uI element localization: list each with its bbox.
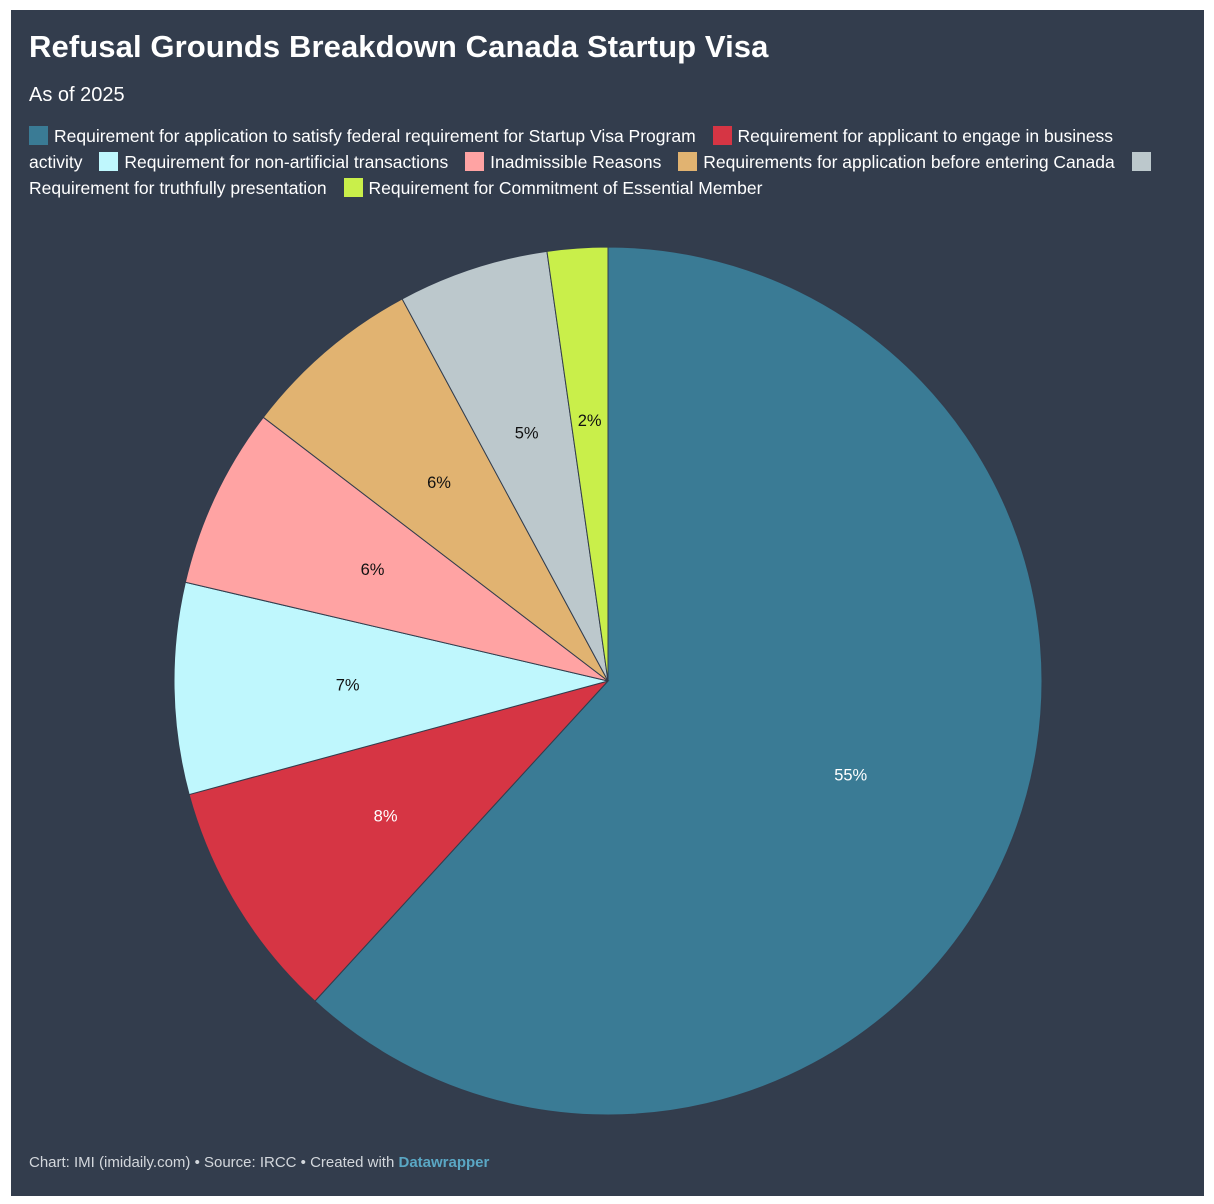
pie-slices xyxy=(173,246,1043,1116)
slice-value-label: 2% xyxy=(578,412,602,430)
chart-title: Refusal Grounds Breakdown Canada Startup… xyxy=(29,29,769,64)
slice-value-label: 6% xyxy=(361,561,385,579)
legend-item: Requirements for application before ente… xyxy=(678,152,1115,172)
pie-slice[interactable] xyxy=(314,246,1043,1116)
pie-slice[interactable] xyxy=(184,416,609,682)
datawrapper-link[interactable]: Datawrapper xyxy=(398,1154,490,1171)
pie-slice[interactable] xyxy=(173,581,609,796)
legend-swatch xyxy=(343,178,363,197)
legend-item: Inadmissible Reasons xyxy=(465,152,661,172)
pie-slice[interactable] xyxy=(188,680,610,1002)
legend-label: Requirement for truthfully presentation xyxy=(29,178,327,198)
legend-label: Requirement for applicant to engage in b… xyxy=(29,126,1114,172)
pie-labels: 55% 8% 7% 6% 6% 5% 2% xyxy=(336,412,868,825)
chart-frame: Refusal Grounds Breakdown Canada Startup… xyxy=(11,10,1204,1196)
legend-item: Requirement for applicant to engage in b… xyxy=(29,126,1113,172)
legend-label: Inadmissible Reasons xyxy=(490,152,662,172)
chart-legend: Requirement for application to satisfy f… xyxy=(29,123,1159,201)
legend-swatch xyxy=(712,126,732,145)
legend-label: Requirement for Commitment of Essential … xyxy=(368,178,763,198)
legend-swatch xyxy=(1131,152,1151,171)
slice-value-label: 5% xyxy=(515,425,539,443)
legend-label: Requirement for application to satisfy f… xyxy=(54,126,696,146)
slice-value-label: 8% xyxy=(374,807,398,825)
pie-slice[interactable] xyxy=(546,246,609,682)
slice-value-label: 6% xyxy=(427,474,451,492)
legend-label: Requirement for non-artificial transacti… xyxy=(124,152,449,172)
chart-subtitle: As of 2025 xyxy=(29,84,125,106)
legend-swatch xyxy=(29,126,48,145)
legend-item: Requirement for application to satisfy f… xyxy=(29,126,696,146)
pie-slice[interactable] xyxy=(262,298,609,682)
legend-swatch xyxy=(465,152,485,171)
legend-item: Requirement for Commitment of Essential … xyxy=(343,178,763,198)
pie-slice[interactable] xyxy=(401,250,609,682)
legend-item: Requirement for non-artificial transacti… xyxy=(99,152,448,172)
pie-chart: 55% 8% 7% 6% 6% 5% 2% xyxy=(173,246,1043,1116)
slice-value-label: 7% xyxy=(336,677,360,695)
legend-swatch xyxy=(99,152,119,171)
slice-value-label: 55% xyxy=(834,766,867,784)
chart-footer: Chart: IMI (imidaily.com) • Source: IRCC… xyxy=(29,1153,489,1173)
legend-swatch xyxy=(678,152,698,171)
legend-label: Requirements for application before ente… xyxy=(703,152,1115,172)
footer-credit: Chart: IMI (imidaily.com) • Source: IRCC… xyxy=(29,1154,399,1171)
legend-item: Requirement for truthfully presentation xyxy=(29,152,1157,198)
